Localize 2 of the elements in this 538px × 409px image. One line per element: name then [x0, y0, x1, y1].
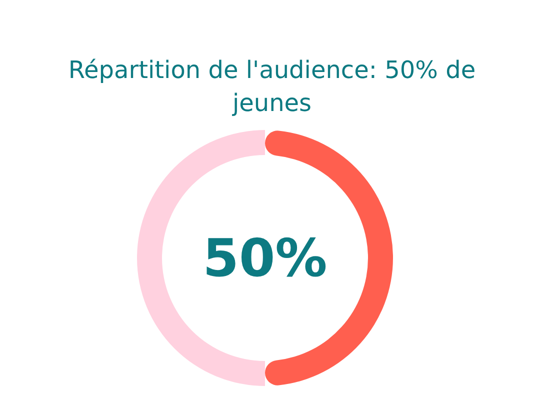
- text: 50%: [202, 229, 328, 289]
- chart-title: Répartition de l'audience: 50% de jeunes: [68, 56, 476, 117]
